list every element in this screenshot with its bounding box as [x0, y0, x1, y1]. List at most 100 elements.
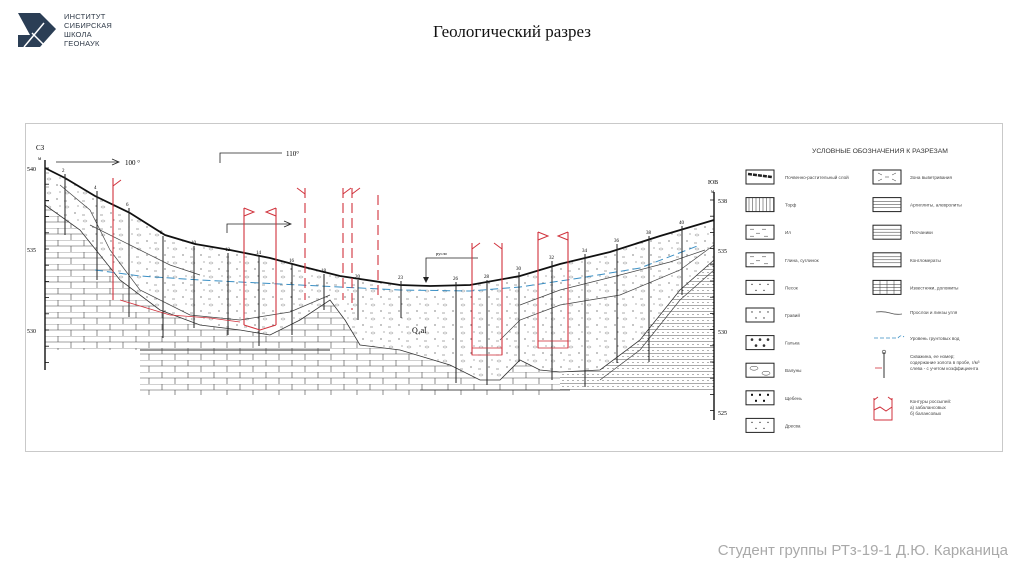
legend-swatch [745, 362, 775, 378]
borehole-number: 28 [484, 275, 490, 280]
legend-swatch [872, 224, 902, 240]
legend-label: Контуры россыпей: [910, 398, 951, 404]
legend-label: Зона выветривания [910, 175, 953, 180]
contour-flag [243, 207, 256, 217]
layer-boundary [59, 184, 331, 321]
footer-author: Студент группы РТз-19-1 Д.Ю. Карканица [717, 542, 1008, 559]
legend-swatch [745, 252, 775, 268]
deposit-label: Q₄al [412, 326, 427, 335]
borehole-number: 38 [646, 231, 652, 236]
legend-label: слева - с учетом коэффициента [910, 366, 979, 371]
placer-contour-box [471, 347, 503, 356]
direction-arrow-100: 100 ° [56, 158, 140, 167]
legend-label: Известняки, доломиты [910, 285, 958, 290]
legend-swatch [745, 417, 775, 433]
legend-label: Уровень грунтовых вод [910, 336, 960, 341]
legend-label: Песчаники [910, 230, 933, 235]
borehole-number: 8 [160, 231, 163, 236]
left-end-label: СЗ [36, 144, 45, 152]
legend-label: Конгломераты [910, 258, 941, 263]
right-tick-label: 530 [718, 330, 727, 336]
borehole-number: 16 [289, 259, 295, 264]
contour-flag [493, 242, 503, 250]
institute-logo: ИНСТИТУТ СИБИРСКАЯ ШКОЛА ГЕОНАУК [18, 12, 112, 48]
borehole-number: 26 [453, 277, 459, 282]
slide-title: Геологический разрез [433, 22, 591, 41]
borehole-number: 30 [516, 267, 522, 272]
left-tick-label: 530 [27, 329, 36, 335]
left-unit-label: м [38, 157, 42, 162]
legend-swatch [872, 279, 902, 295]
direction-label: 110° [286, 150, 299, 158]
channel-label: русло [436, 251, 448, 256]
contour-flag [342, 187, 352, 195]
bedrock-sandstone [560, 260, 714, 392]
legend-label: Прослои и линзы угля [910, 310, 958, 315]
logo-mark-icon [18, 13, 56, 47]
groundwater-icon [874, 335, 905, 339]
borehole-number: 40 [679, 221, 685, 226]
legend-label: Валуны [785, 368, 801, 373]
layer-boundary [599, 269, 715, 381]
legend-swatch [745, 335, 775, 351]
contour-flag [296, 187, 306, 195]
contour-flag [112, 179, 122, 187]
bedrock-limestone [45, 205, 560, 395]
legend-swatch [745, 390, 775, 406]
direction-label: 100 ° [125, 159, 140, 167]
borehole-number: 4 [94, 186, 97, 191]
borehole-number: 20 [355, 275, 361, 280]
legend-swatch [745, 197, 775, 213]
channel-marker: русло [423, 251, 478, 283]
legend-label: Галька [785, 341, 800, 346]
contour-flag [471, 242, 481, 250]
legend-label: Ил [785, 230, 791, 235]
borehole-number: 2 [62, 169, 65, 174]
legend-label: Дресва [785, 423, 801, 428]
legend-swatch [745, 279, 775, 295]
contour-flag [264, 207, 277, 217]
legend-label: Скважина, ее номер; [910, 354, 955, 359]
placer-contour-icon [873, 396, 893, 421]
borehole-number: 6 [126, 203, 129, 208]
legend-label: Аргиллиты, алевролиты [910, 203, 962, 208]
logo-line: ИНСТИТУТ [64, 12, 106, 21]
right-tick-label: 535 [718, 249, 727, 255]
placer-contour-box [537, 340, 569, 349]
right-unit-label: м [711, 190, 715, 195]
contour-flag [537, 231, 550, 241]
placer-contour-line [243, 324, 277, 331]
placer-contour-line [119, 299, 241, 323]
legend-label: Щебень [785, 396, 802, 401]
borehole-number: 36 [614, 239, 620, 244]
legend-title: УСЛОВНЫЕ ОБОЗНАЧЕНИЯ К РАЗРЕЗАМ [812, 148, 948, 155]
contour-flag [351, 187, 361, 195]
borehole-number: 23 [398, 276, 404, 281]
borehole-number: 12 [225, 248, 231, 253]
borehole-number: 18 [321, 269, 327, 274]
borehole-number: 10 [191, 241, 197, 246]
alluvium [45, 168, 714, 380]
contour-flag [556, 231, 569, 241]
bedrock-boundary [44, 204, 715, 381]
coal-lens-icon [875, 311, 903, 315]
legend-swatch [872, 169, 902, 185]
direction-arrow-110: 110° [219, 150, 299, 163]
right-tick-label: 538 [718, 199, 727, 205]
direction-arrow-section [226, 220, 293, 233]
borehole-number: 34 [582, 249, 588, 254]
logo-line: ГЕОНАУК [64, 39, 100, 48]
left-tick-label: 540 [27, 167, 36, 173]
borehole-icon [881, 349, 887, 355]
layer-boundary [89, 224, 201, 276]
legend-label: б) балансовых [910, 411, 942, 416]
legend-swatch [872, 197, 902, 213]
legend-swatch [745, 169, 775, 185]
legend-label: Гравий [785, 312, 800, 318]
borehole-number: 32 [549, 256, 555, 261]
legend-swatch [872, 252, 902, 268]
legend-label: Торф [785, 203, 797, 208]
legend-swatch [745, 224, 775, 240]
legend-label: а) забалансовых [910, 405, 947, 410]
